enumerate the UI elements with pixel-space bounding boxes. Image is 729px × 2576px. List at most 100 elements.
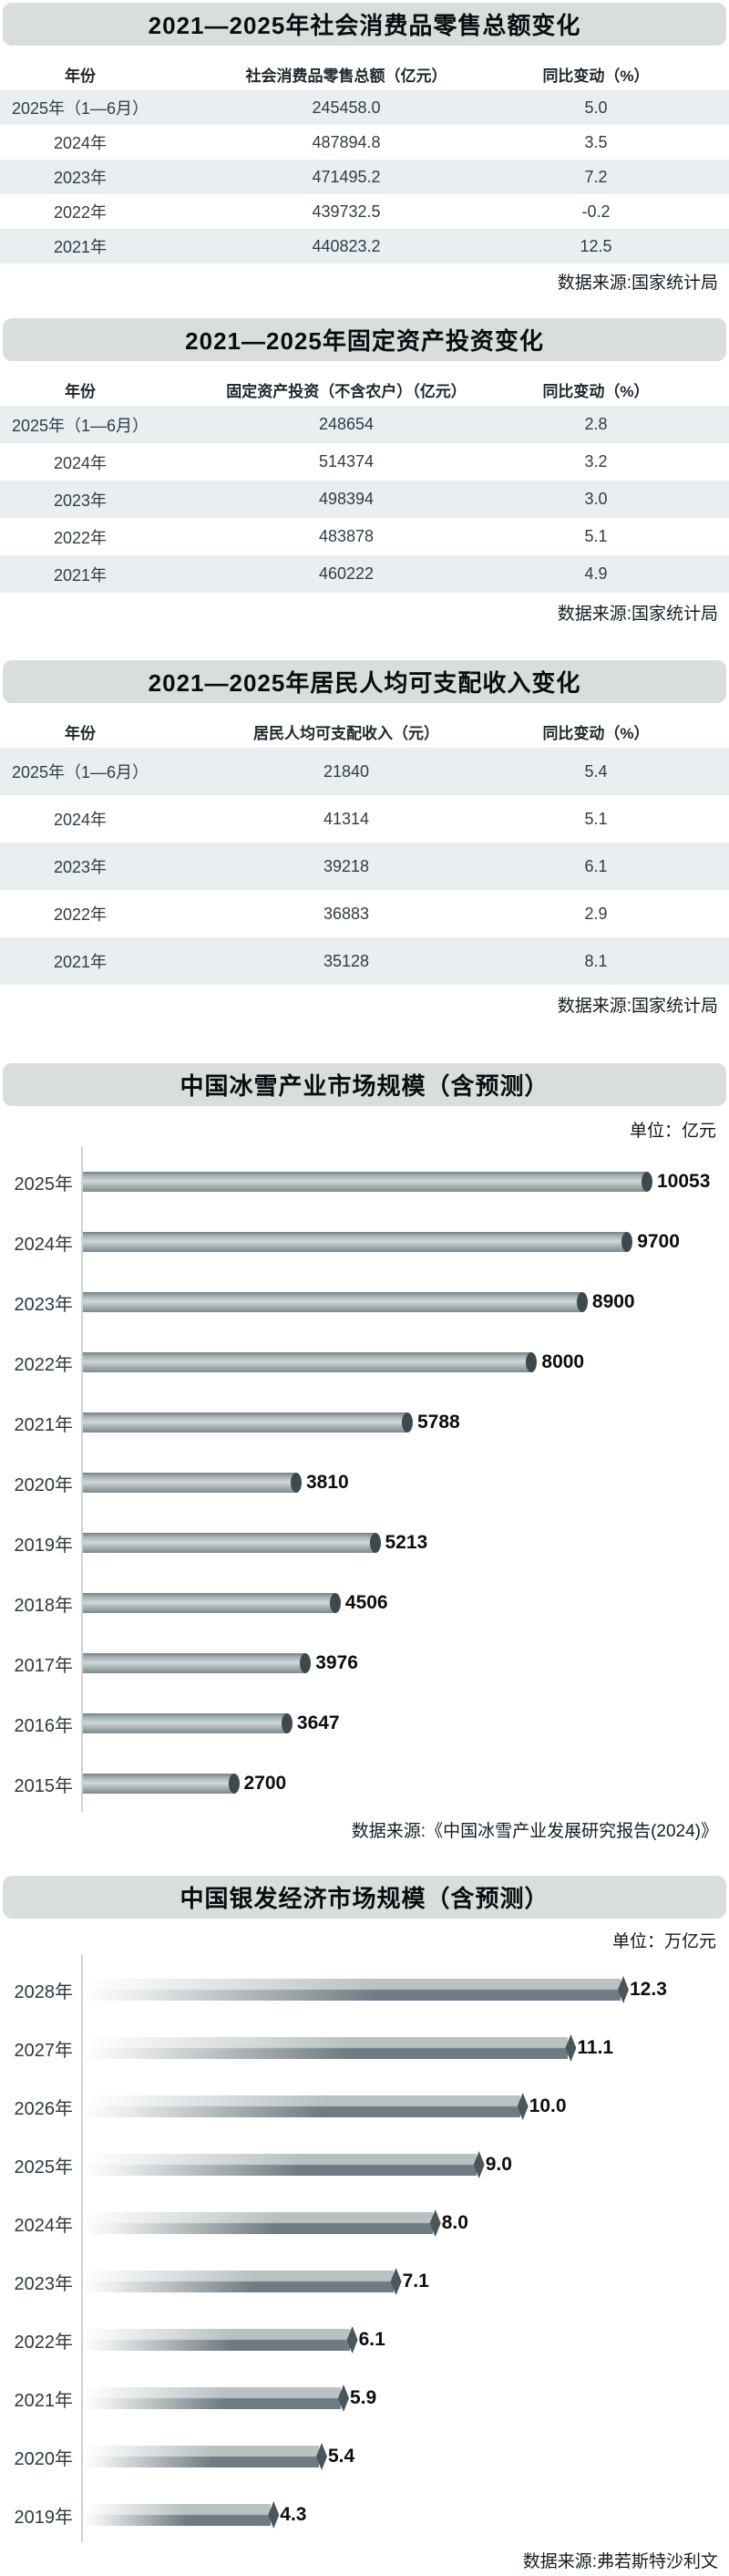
table-body: 2025年（1—6月） 248654 2.8 2024年 514374 3.2 2023年 4… [0, 406, 729, 593]
table-row: 2024年 487894.8 3.5 [0, 125, 729, 160]
unit-label: 单位：万亿元 [611, 1932, 716, 1951]
bar-category-label: 2024年 [14, 2215, 74, 2236]
table-row: 2025年（1—6月） 245458.0 5.0 [0, 90, 729, 125]
table-row: 2024年 41314 5.1 [0, 795, 729, 843]
bar-category-label: 2016年 [14, 1715, 74, 1736]
bar-row: 2024年 9700 [15, 1212, 729, 1272]
bar-category-label: 2020年 [14, 1474, 74, 1495]
source-note: 数据来源:国家统计局 [557, 605, 718, 624]
year-cell: 2021年 [53, 238, 108, 256]
table-row: 2022年 439732.5 -0.2 [0, 194, 729, 229]
bar-row: 2020年 5.4 [15, 2427, 729, 2486]
bar-row: 2019年 4.3 [15, 2486, 729, 2544]
chart-section-silver-economy: 中国银发经济市场规模（含预测） 单位：万亿元 2028年 12.3 2027年 11.… [0, 1876, 729, 2573]
table-row: 2021年 460222 4.9 [0, 555, 729, 593]
bar-row: 2022年 6.1 [15, 2311, 729, 2369]
section-title: 中国银发经济市场规模（含预测） [3, 1876, 726, 1919]
year-cell: 2023年 [53, 858, 108, 876]
table-section-income: 2021—2025年居民人均可支配收入变化 年份 居民人均可支配收入（元） 同比… [0, 660, 729, 1018]
value-cell: 39218 [323, 856, 370, 875]
source-note: 数据来源:国家统计局 [557, 997, 718, 1016]
column-header-value: 社会消费品零售总额（亿元） [245, 67, 447, 85]
bar [83, 2154, 477, 2176]
year-cell: 2025年（1—6月） [11, 416, 149, 435]
bar [83, 1232, 633, 1252]
bar [83, 1653, 312, 1673]
table-header: 年份 固定资产投资（不含农户）（亿元） 同比变动（%） [0, 373, 729, 406]
value-cell: 483878 [318, 527, 375, 545]
bar-row: 2023年 8900 [15, 1272, 729, 1332]
table-row: 2025年（1—6月） 21840 5.4 [0, 748, 729, 795]
bar-category-label: 2015年 [14, 1775, 74, 1796]
table-row: 2024年 514374 3.2 [0, 443, 729, 481]
bar-category-label: 2021年 [14, 2390, 74, 2411]
pct-cell: 2.8 [584, 415, 608, 433]
column-header-value: 固定资产投资（不含农户）（亿元） [226, 382, 467, 400]
bar-row: 2027年 11.1 [15, 2019, 729, 2077]
source-note: 数据来源:《中国冰雪产业发展研究报告(2024)》 [351, 1822, 718, 1841]
bar-value-label: 5788 [417, 1412, 460, 1433]
column-header-year: 年份 [65, 382, 96, 400]
year-cell: 2025年（1—6月） [11, 99, 149, 118]
value-cell: 248654 [318, 415, 375, 433]
year-cell: 2024年 [53, 811, 108, 829]
bar [83, 2329, 350, 2351]
bar-value-label: 10.0 [529, 2095, 567, 2116]
year-cell: 2022年 [53, 203, 108, 222]
pct-cell: 5.4 [584, 761, 608, 781]
bar [83, 2504, 272, 2526]
pct-cell: 5.1 [584, 527, 608, 545]
table-row: 2021年 35128 8.1 [0, 937, 729, 985]
table-body: 2025年（1—6月） 245458.0 5.0 2024年 487894.8 3.5 20… [0, 90, 729, 264]
bar-value-label: 8000 [541, 1351, 585, 1372]
bar-row: 2021年 5788 [15, 1392, 729, 1453]
bar-row: 2025年 10053 [15, 1152, 729, 1212]
year-cell: 2024年 [53, 134, 108, 152]
table-body: 2025年（1—6月） 21840 5.4 2024年 41314 5.1 2023年 392… [0, 748, 729, 985]
source-note: 数据来源:国家统计局 [557, 274, 718, 293]
value-cell: 245458.0 [312, 98, 381, 117]
pct-cell: 5.1 [584, 809, 608, 828]
section-title: 2021—2025年居民人均可支配收入变化 [3, 660, 726, 703]
column-header-change: 同比变动（%） [542, 67, 650, 85]
bar-row: 2021年 5.9 [15, 2369, 729, 2427]
bar [83, 1352, 538, 1372]
bar-row: 2026年 10.0 [15, 2077, 729, 2136]
bar-value-label: 8.0 [441, 2212, 468, 2233]
bar-row: 2015年 2700 [15, 1754, 729, 1814]
bar-row: 2025年 9.0 [15, 2136, 729, 2194]
y-axis-line [81, 1955, 83, 2542]
bar-row: 2024年 8.0 [15, 2194, 729, 2252]
bar-value-label: 3647 [296, 1712, 340, 1733]
bar-value-label: 11.1 [577, 2037, 614, 2058]
infographic-page: { "colors":{ "title_bg":"#d9dedd", "row_… [0, 3, 729, 2576]
bar-category-label: 2019年 [14, 1535, 74, 1556]
value-cell: 487894.8 [312, 132, 381, 151]
bar-category-label: 2023年 [14, 1294, 74, 1315]
bar-value-label: 9.0 [485, 2154, 512, 2175]
column-header-year: 年份 [65, 724, 96, 742]
chart-section-ice-snow: 中国冰雪产业市场规模（含预测） 单位：亿元 2025年 10053 2024年 970… [0, 1063, 729, 1843]
table-row: 2021年 440823.2 12.5 [0, 229, 729, 264]
bar-value-label: 4506 [344, 1592, 388, 1613]
bar [83, 2387, 341, 2409]
bar [83, 2446, 319, 2467]
pct-cell: 5.0 [584, 98, 608, 117]
value-cell: 460222 [318, 564, 375, 583]
unit-label: 单位：亿元 [629, 1122, 716, 1141]
pct-cell: 7.2 [584, 167, 608, 186]
value-cell: 36883 [323, 904, 370, 923]
source-note: 数据来源:弗若斯特沙利文 [522, 2552, 718, 2571]
bar [83, 1774, 239, 1794]
table-header: 年份 社会消费品零售总额（亿元） 同比变动（%） [0, 57, 729, 90]
bar-value-label: 10053 [657, 1171, 711, 1192]
bar-value-label: 12.3 [630, 1979, 667, 2000]
bar-category-label: 2018年 [14, 1595, 74, 1616]
year-cell: 2023年 [53, 491, 108, 510]
bar-value-label: 5213 [385, 1532, 428, 1553]
bar [83, 1713, 293, 1733]
table-row: 2023年 498394 3.0 [0, 481, 729, 518]
value-cell: 440823.2 [312, 236, 381, 255]
bar-category-label: 2022年 [14, 2332, 74, 2353]
bar-row: 2022年 8000 [15, 1332, 729, 1392]
